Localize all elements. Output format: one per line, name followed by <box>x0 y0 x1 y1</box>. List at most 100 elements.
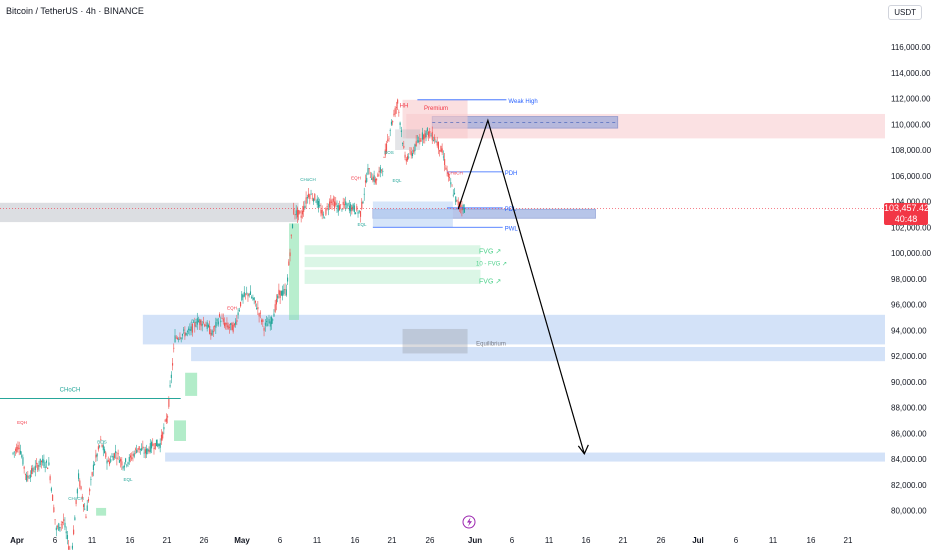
candle-body <box>44 466 46 468</box>
time-axis[interactable]: Apr 6 11 16 21 26 May 6 11 16 21 26 Jun 6 11 16 21 26 Jul 6… <box>10 536 853 545</box>
date-tick-17: 26 <box>657 536 666 545</box>
candle-body <box>253 297 255 301</box>
candle-body <box>73 529 75 535</box>
candle-body <box>65 531 67 534</box>
candle-body <box>97 446 99 450</box>
candle-body <box>369 176 371 178</box>
candle-body <box>309 194 311 200</box>
candle-body <box>452 194 454 196</box>
candle-body <box>226 322 228 328</box>
candle-body <box>399 122 401 125</box>
candle-body <box>324 217 326 219</box>
candle-body <box>163 427 165 430</box>
candle-body <box>357 212 359 214</box>
structure-label-5: EQH <box>227 306 237 311</box>
candle-body <box>404 154 406 158</box>
candle-body <box>388 138 390 140</box>
candle-body <box>441 148 443 153</box>
candle-body <box>406 156 409 161</box>
fvg-green-block-3 <box>96 507 107 516</box>
candle-body <box>301 210 303 215</box>
candle-body <box>225 323 227 325</box>
candle-body <box>154 443 156 449</box>
candle-body <box>12 452 14 454</box>
candle-body <box>111 456 113 458</box>
lightning-icon[interactable] <box>462 515 476 529</box>
candle-body <box>28 477 30 479</box>
candle-body <box>408 156 410 158</box>
candle-body <box>212 331 214 333</box>
candle-body <box>107 460 109 462</box>
price-tick-15: 86,000.00 <box>891 429 927 438</box>
candle-body <box>32 467 34 472</box>
candle-body <box>437 141 440 150</box>
candle-body <box>76 489 78 494</box>
candle-body <box>195 325 197 327</box>
candle-body <box>426 128 428 131</box>
candle-body <box>227 325 229 329</box>
date-tick-11: 26 <box>426 536 435 545</box>
candle-body <box>457 201 459 206</box>
candle-body <box>293 208 295 215</box>
structure-label-2: EQL <box>123 477 133 482</box>
candle-body <box>436 141 438 146</box>
candle-body <box>461 206 463 211</box>
price-tick-14: 88,000.00 <box>891 404 927 413</box>
candle-body <box>289 252 291 257</box>
candle-body <box>274 304 276 312</box>
candle-body <box>456 199 458 201</box>
candle-body <box>178 339 180 340</box>
candle-body <box>247 293 249 297</box>
fvg-green-column <box>289 223 300 320</box>
candle-body <box>129 455 132 458</box>
candle-body <box>160 434 162 441</box>
date-tick-19: 6 <box>734 536 739 545</box>
candle-body <box>440 145 442 152</box>
candle-body <box>262 319 264 322</box>
candle-body <box>462 204 464 210</box>
candle-body <box>106 460 108 464</box>
candle-body <box>35 462 38 464</box>
candle-body <box>204 324 206 326</box>
currency-selector[interactable]: USDT <box>888 5 922 20</box>
candle-body <box>447 172 449 177</box>
candle-body <box>409 150 411 152</box>
candle-body <box>188 328 190 331</box>
candle-body <box>421 132 423 140</box>
candle-body <box>13 451 15 453</box>
price-tick-17: 82,000.00 <box>891 481 927 490</box>
candle-body <box>423 134 425 140</box>
candle-body <box>101 444 103 447</box>
candle-body <box>228 326 231 328</box>
date-tick-15: 16 <box>582 536 591 545</box>
candle-body <box>151 442 153 449</box>
candle-body <box>132 454 134 456</box>
candle-body <box>84 508 86 510</box>
date-tick-1: 6 <box>53 536 58 545</box>
candle-body <box>348 205 350 211</box>
candle-body <box>451 185 453 187</box>
price-tick-4: 108,000.00 <box>891 146 932 155</box>
candle-body <box>251 296 253 298</box>
candle-body <box>18 447 20 449</box>
price-tick-11: 94,000.00 <box>891 326 927 335</box>
chart-title: Bitcoin / TetherUS · 4h · BINANCE <box>6 6 144 16</box>
candle-body <box>162 432 164 439</box>
candle-body <box>377 174 379 177</box>
candle-body <box>144 449 146 454</box>
price-axis[interactable]: 116,000.00 114,000.00 112,000.00 110,000.00… <box>891 43 932 516</box>
candle-body <box>214 325 216 327</box>
level-label-2: PDL <box>505 207 517 213</box>
candle-body <box>330 199 332 203</box>
candle-body <box>122 466 124 469</box>
date-tick-22: 21 <box>844 536 853 545</box>
candle-layer <box>12 98 465 550</box>
candle-body <box>347 203 349 205</box>
candle-body <box>299 211 301 213</box>
candle-body <box>110 459 112 462</box>
candle-body <box>16 446 18 453</box>
date-tick-7: 6 <box>278 536 283 545</box>
fvg-zone-2 <box>304 269 481 284</box>
candle-body <box>139 448 141 450</box>
